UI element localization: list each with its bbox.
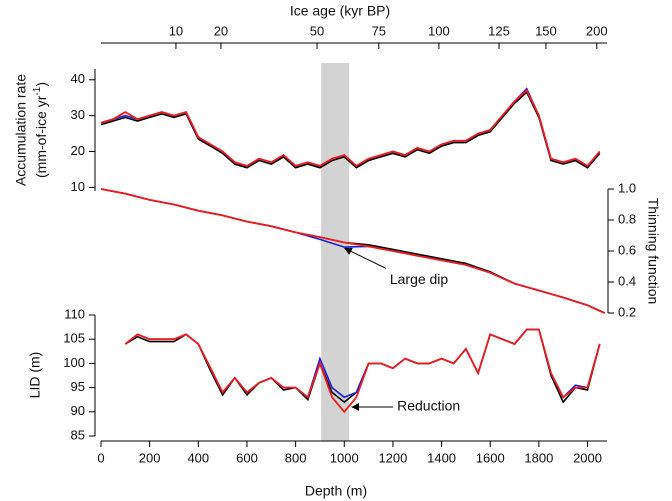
x-tick-label: 800 xyxy=(285,450,307,465)
x-tick-label: 1000 xyxy=(330,450,359,465)
series-line xyxy=(100,90,601,169)
x-tick-label: 1200 xyxy=(378,450,407,465)
y-tick-label: 110 xyxy=(64,306,85,321)
y-tick-label: 95 xyxy=(71,379,85,394)
x-tick-label: 2000 xyxy=(573,450,602,465)
shaded-band xyxy=(321,63,350,441)
unit-close: ) xyxy=(33,82,49,87)
y-tick-label: 0.4 xyxy=(618,273,636,288)
y-axis-title: Accumulation rate xyxy=(13,74,29,186)
y-tick-label: 20 xyxy=(71,143,85,158)
annotation-text: Reduction xyxy=(397,398,460,414)
y-tick-label: 100 xyxy=(63,355,85,370)
y-tick-label: 10 xyxy=(71,179,85,194)
unit-exponent: -1 xyxy=(32,86,43,95)
top-tick-label: 20 xyxy=(214,23,228,38)
y-tick-label: 90 xyxy=(71,403,85,418)
top-tick-label: 75 xyxy=(372,23,386,38)
series-line xyxy=(100,188,605,314)
y-tick-label: 0.6 xyxy=(618,242,636,257)
y-tick-label: 1.0 xyxy=(618,180,636,195)
series-line xyxy=(100,188,605,314)
y-tick-label: 40 xyxy=(71,71,85,86)
y-tick-label: 0.2 xyxy=(618,304,636,319)
series-line xyxy=(124,328,601,404)
y-tick-label: 85 xyxy=(71,427,85,442)
x-tick-label: 1800 xyxy=(524,450,553,465)
x-tick-label: 0 xyxy=(97,450,104,465)
x-tick-label: 400 xyxy=(187,450,209,465)
top-tick-label: 125 xyxy=(488,23,510,38)
top-tick-label: 150 xyxy=(535,23,557,38)
x-tick-label: 200 xyxy=(139,450,161,465)
series-line xyxy=(124,328,601,414)
x-tick-label: 600 xyxy=(236,450,258,465)
top-tick-label: 200 xyxy=(586,23,608,38)
top-axis-title: Ice age (kyr BP) xyxy=(290,3,390,19)
x-tick-label: 1400 xyxy=(427,450,456,465)
series-line xyxy=(100,87,601,167)
y-tick-label: 0.8 xyxy=(618,211,636,226)
top-tick-label: 100 xyxy=(428,23,450,38)
lid-axis-title: LID (m) xyxy=(27,352,43,399)
y-axis-unit: (mm-of-ice yr-1) xyxy=(32,82,49,178)
series-line xyxy=(100,89,601,168)
annotation-text: Large dip xyxy=(390,271,449,287)
y-tick-label: 105 xyxy=(63,331,85,346)
shade-layer xyxy=(321,63,350,441)
series-line xyxy=(124,328,601,399)
series-line xyxy=(100,188,605,314)
annotation-arrow xyxy=(343,247,387,269)
x-axis-title: Depth (m) xyxy=(305,483,367,499)
y-tick-label: 30 xyxy=(71,107,85,122)
unit-text: (mm-of-ice yr xyxy=(33,95,49,178)
x-tick-label: 1600 xyxy=(476,450,505,465)
top-tick-label: 10 xyxy=(169,23,183,38)
y2-axis-title: Thinning function xyxy=(645,198,661,305)
top-tick-label: 50 xyxy=(310,23,324,38)
